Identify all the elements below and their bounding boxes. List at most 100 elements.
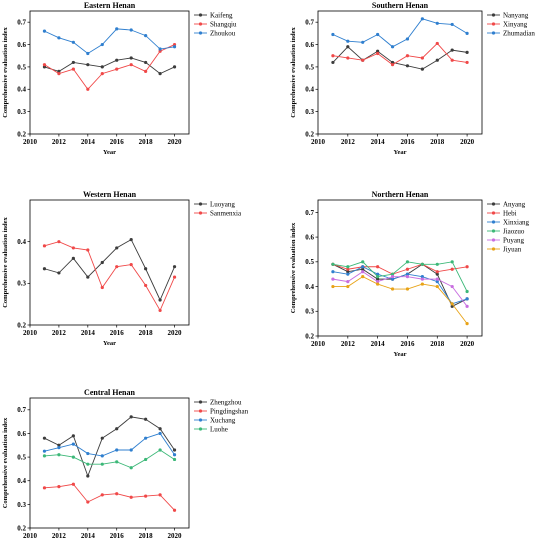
data-point bbox=[465, 304, 469, 308]
y-tick-label: 0.2 bbox=[305, 332, 314, 340]
data-point bbox=[361, 58, 365, 62]
legend-label: Zhoukou bbox=[210, 30, 236, 38]
data-point bbox=[100, 436, 104, 440]
series-line-puyang bbox=[332, 271, 468, 307]
data-point bbox=[57, 271, 61, 275]
series-line-xuchang bbox=[44, 432, 175, 457]
legend-label: Luohe bbox=[210, 426, 228, 434]
y-tick-label: 0.6 bbox=[17, 430, 26, 438]
plot-frame bbox=[29, 199, 190, 326]
plot-frame bbox=[317, 10, 483, 135]
series-line-zhengzhou bbox=[44, 416, 175, 478]
data-point bbox=[435, 272, 439, 276]
y-axis-label: Comprehensive evaluation index bbox=[290, 222, 297, 313]
data-point bbox=[115, 265, 119, 269]
x-tick-label: 2018 bbox=[139, 532, 154, 540]
data-point bbox=[115, 27, 119, 31]
legend-label: Zhumadian bbox=[503, 30, 535, 38]
x-tick-label: 2012 bbox=[341, 138, 356, 146]
y-tick-label: 0.5 bbox=[17, 63, 26, 71]
data-point bbox=[376, 32, 380, 37]
data-point bbox=[100, 285, 104, 290]
data-point bbox=[376, 265, 380, 269]
data-point bbox=[100, 260, 104, 265]
data-point bbox=[346, 270, 350, 274]
data-point bbox=[331, 60, 335, 65]
data-point bbox=[465, 322, 469, 326]
data-point bbox=[435, 21, 439, 25]
data-point bbox=[465, 50, 469, 54]
data-point bbox=[144, 457, 148, 462]
y-axis-label: Comprehensive evaluation index bbox=[2, 216, 9, 307]
data-point bbox=[129, 56, 133, 60]
series-line-kaifeng bbox=[44, 57, 175, 75]
y-tick-label: 0.5 bbox=[305, 63, 314, 71]
data-point bbox=[42, 65, 47, 69]
legend-marker bbox=[491, 220, 496, 224]
data-point bbox=[420, 282, 424, 286]
data-point bbox=[390, 60, 395, 65]
y-tick-label: 0.3 bbox=[17, 280, 26, 288]
data-point bbox=[390, 63, 395, 67]
data-point bbox=[144, 69, 148, 73]
data-point bbox=[86, 248, 90, 252]
legend-marker bbox=[198, 400, 203, 404]
data-point bbox=[129, 237, 133, 242]
legend-marker bbox=[198, 211, 203, 215]
data-point bbox=[86, 275, 90, 279]
data-point bbox=[115, 460, 119, 464]
data-point bbox=[331, 270, 335, 274]
panel-title: Western Henan bbox=[83, 190, 137, 199]
x-tick-label: 2012 bbox=[341, 340, 356, 348]
x-axis-label: Year bbox=[394, 149, 407, 156]
panel-2: Western Henan 2010 2012 2014 2016 2018 2020 0.2… bbox=[2, 190, 242, 347]
data-point bbox=[346, 267, 350, 271]
plot-frame bbox=[29, 397, 190, 529]
y-tick-label: 0.3 bbox=[305, 308, 314, 316]
x-tick-label: 2016 bbox=[110, 138, 125, 146]
data-point bbox=[172, 275, 177, 279]
data-point bbox=[376, 280, 380, 284]
data-point bbox=[435, 284, 439, 289]
legend-marker bbox=[198, 409, 203, 413]
data-point bbox=[376, 282, 380, 286]
y-tick-label: 0.5 bbox=[17, 453, 26, 461]
y-tick-label: 0.6 bbox=[17, 41, 26, 49]
data-point bbox=[405, 64, 410, 68]
x-tick-label: 2018 bbox=[139, 138, 154, 146]
x-tick-label: 2016 bbox=[110, 532, 125, 540]
legend-marker bbox=[198, 427, 203, 431]
data-point bbox=[390, 277, 395, 281]
x-tick-label: 2010 bbox=[23, 532, 38, 540]
data-point bbox=[57, 443, 61, 447]
data-point bbox=[465, 31, 469, 35]
y-tick-label: 0.4 bbox=[305, 283, 314, 291]
data-point bbox=[129, 28, 133, 32]
data-point bbox=[86, 63, 90, 67]
data-point bbox=[115, 448, 119, 452]
data-point bbox=[420, 17, 424, 21]
y-tick-label: 0.2 bbox=[17, 130, 26, 138]
data-point bbox=[331, 277, 335, 281]
series-line-jiyuan bbox=[332, 276, 468, 324]
y-tick-label: 0.2 bbox=[17, 524, 26, 532]
data-point bbox=[144, 267, 148, 271]
data-point bbox=[71, 246, 75, 250]
legend-label: Zhengzhou bbox=[210, 399, 242, 407]
data-point bbox=[450, 58, 454, 62]
x-tick-label: 2014 bbox=[371, 138, 386, 146]
data-point bbox=[100, 42, 104, 47]
legend-marker bbox=[198, 202, 203, 206]
series-line-shangqiu bbox=[44, 44, 175, 90]
data-point bbox=[115, 492, 119, 496]
panel-3: Northern Henan 2010 2012 2014 2016 2018 2020 0.… bbox=[290, 190, 530, 358]
data-point bbox=[405, 54, 410, 58]
data-point bbox=[100, 72, 104, 76]
data-point bbox=[71, 482, 75, 486]
data-point bbox=[390, 272, 395, 276]
series-line-anyang bbox=[332, 263, 468, 307]
data-point bbox=[331, 32, 335, 37]
plot-frame bbox=[29, 10, 190, 135]
data-point bbox=[376, 272, 380, 276]
data-point bbox=[435, 270, 439, 274]
